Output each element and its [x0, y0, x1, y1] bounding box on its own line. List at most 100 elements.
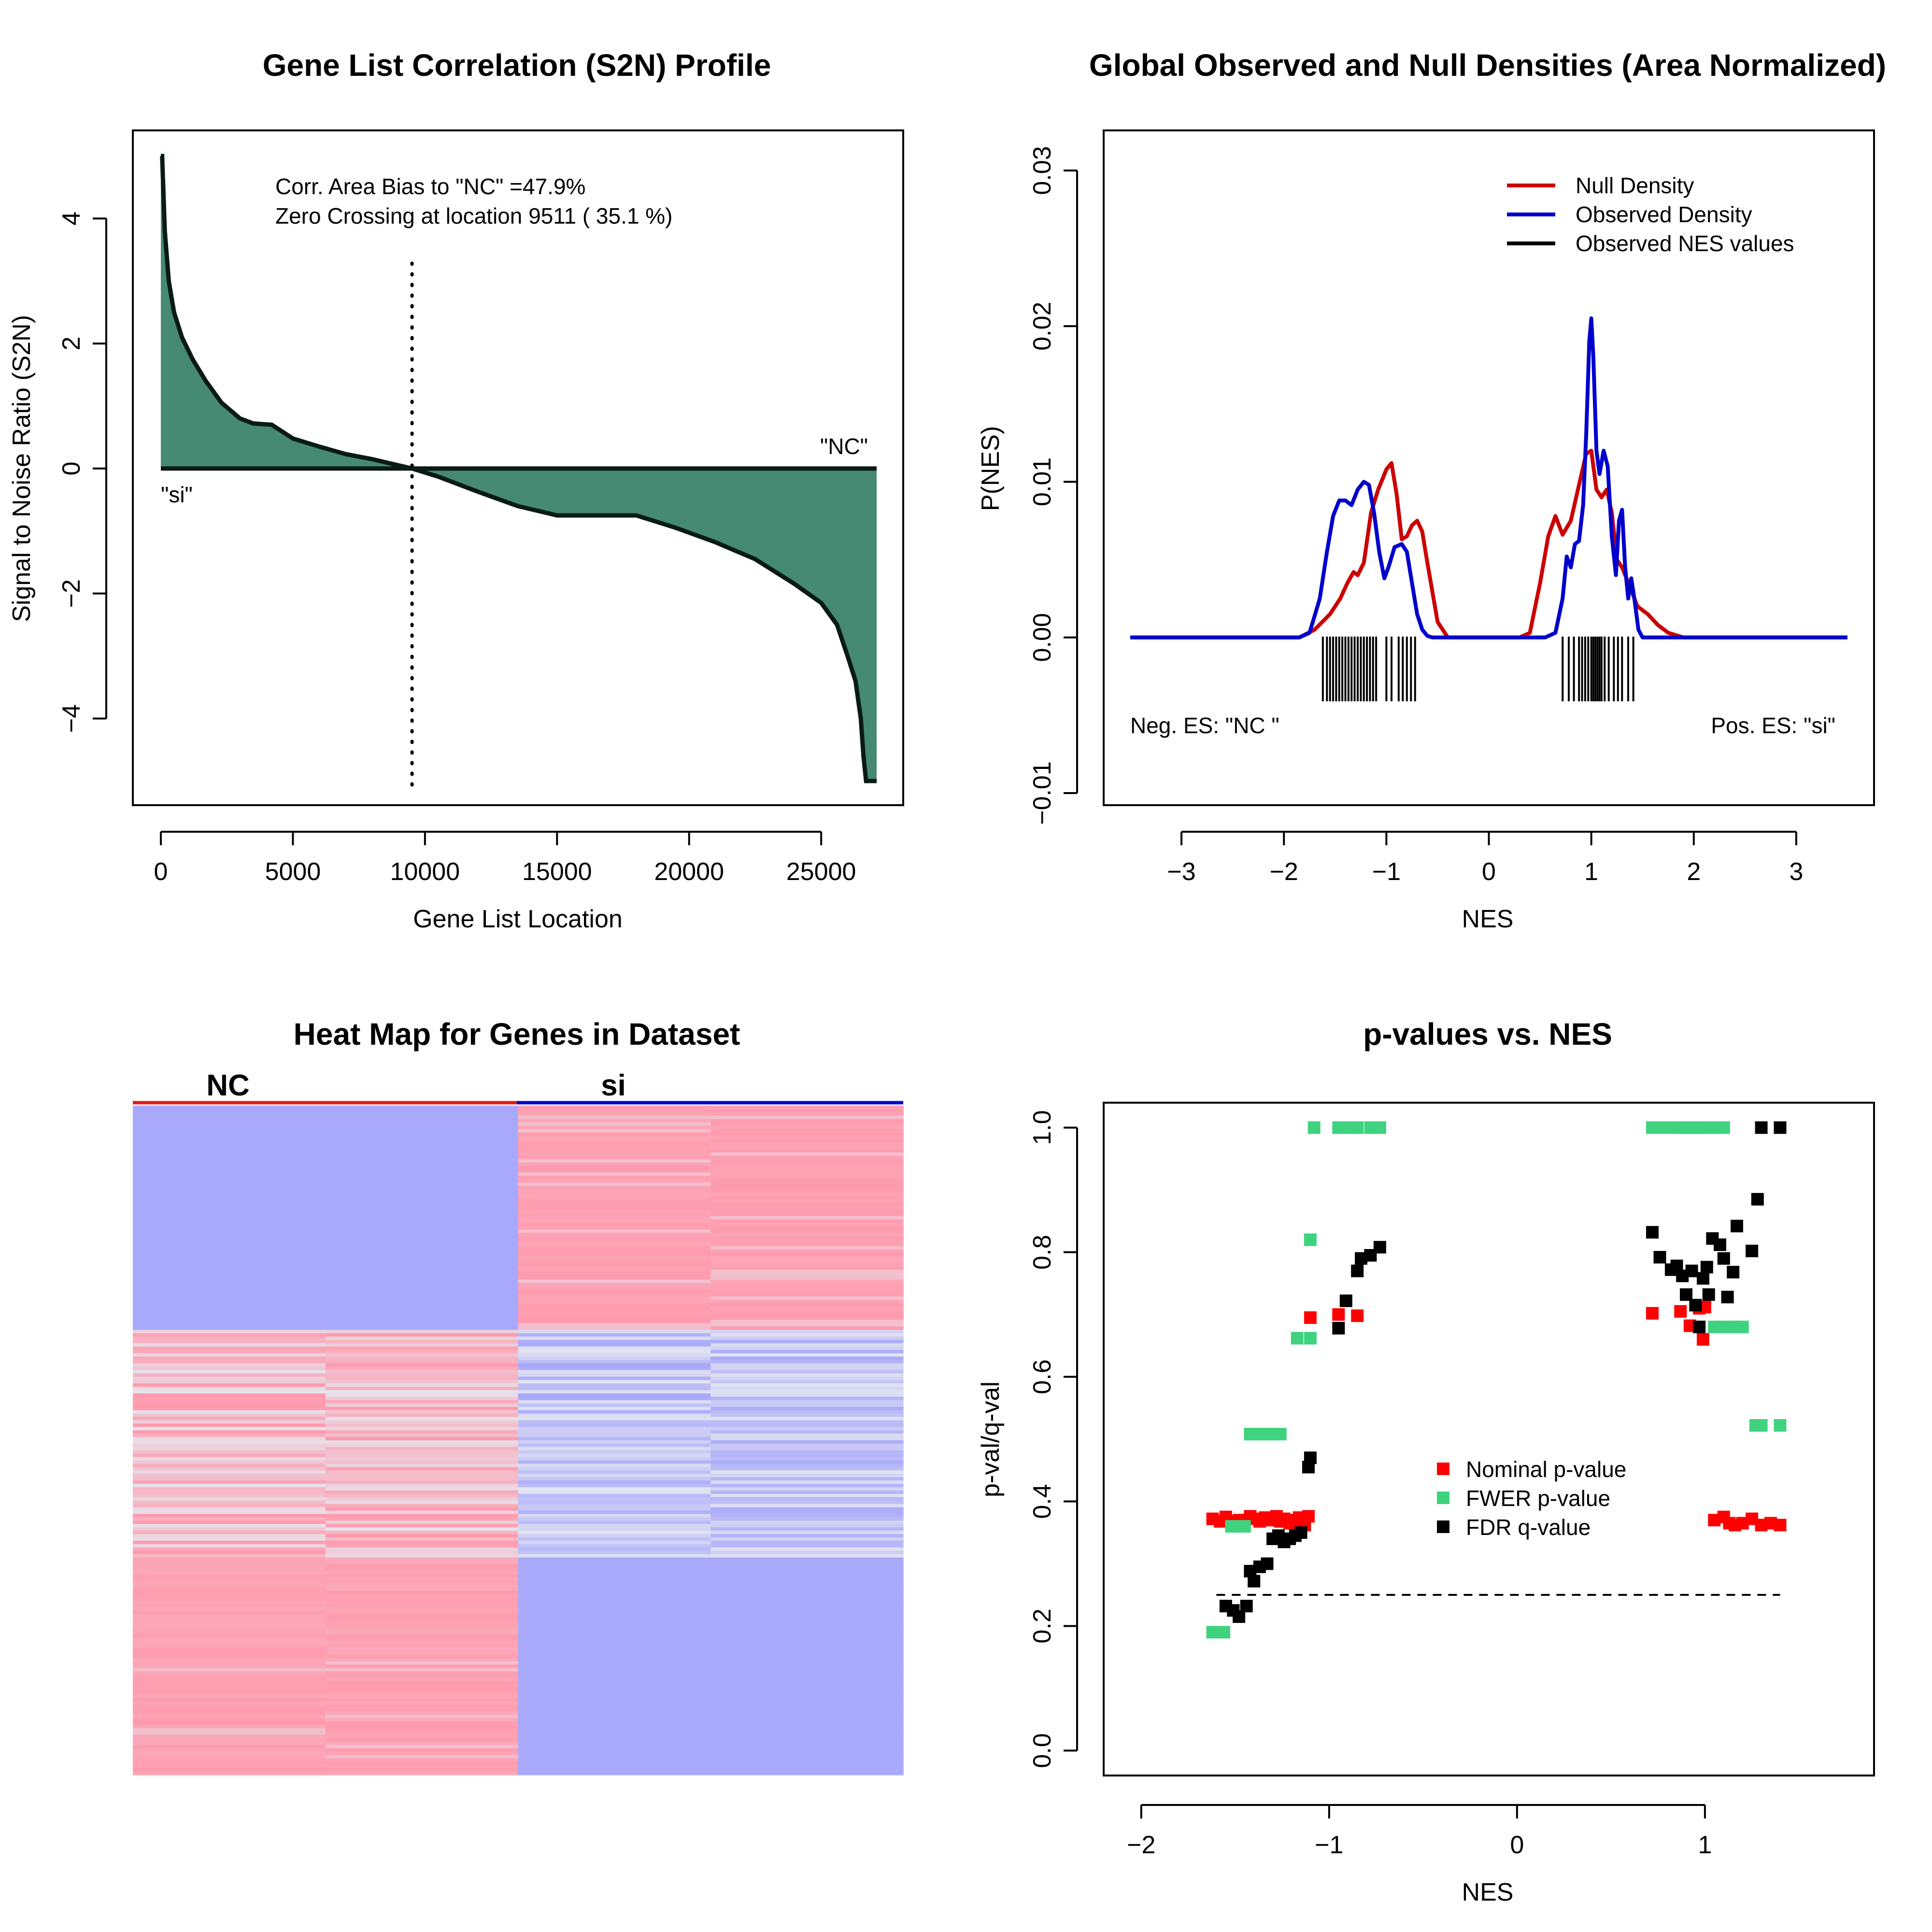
pvalue-y-axis: 0.0 0.2 0.4 0.6 0.8 1.0	[1028, 1110, 1078, 1768]
heatmap-cell	[518, 1547, 711, 1551]
heatmap-cell	[710, 1186, 904, 1190]
heatmap-cell	[710, 1487, 904, 1491]
heatmap-cell	[133, 1751, 326, 1756]
heatmap-cell	[133, 1470, 326, 1474]
heatmap-cell	[518, 1493, 711, 1498]
heatmap-cell	[518, 1467, 711, 1471]
fwer-pvalue-point	[1717, 1121, 1730, 1134]
heatmap-cell	[518, 1417, 711, 1421]
heatmap-cell	[325, 1266, 519, 1270]
heatmap-cell	[133, 1430, 326, 1434]
heatmap-cell	[133, 1711, 326, 1715]
heatmap-cell	[325, 1423, 519, 1427]
heatmap-cell	[325, 1772, 519, 1776]
heatmap-cell	[710, 1413, 904, 1418]
heatmap-cell	[325, 1306, 519, 1310]
fwer-pvalue-point	[1291, 1332, 1304, 1345]
heatmap-cell	[518, 1507, 711, 1511]
heatmap-cell	[133, 1340, 326, 1344]
heatmap-cell	[133, 1176, 326, 1180]
heatmap-cell	[710, 1139, 904, 1143]
heatmap-cell	[518, 1276, 711, 1280]
heatmap-cell	[325, 1510, 519, 1515]
heatmap-cell	[710, 1406, 904, 1411]
fdr-qvalue-point	[1339, 1294, 1352, 1307]
heatmap-cell	[325, 1738, 519, 1742]
heatmap-cell	[518, 1115, 711, 1120]
heatmap-cell	[710, 1547, 904, 1551]
heatmap-cell	[133, 1601, 326, 1605]
heatmap-cell	[518, 1520, 711, 1524]
heatmap-cell	[518, 1751, 711, 1756]
heatmap-cell	[710, 1728, 904, 1732]
heatmap-cell	[518, 1457, 711, 1461]
heatmap-cell	[325, 1584, 519, 1588]
heatmap-cell	[518, 1631, 711, 1635]
pvalue-chart-title: p-values vs. NES	[1363, 1017, 1612, 1051]
heatmap-cell	[325, 1252, 519, 1257]
zero-crossing-note: Zero Crossing at location 9511 ( 35.1 %)	[275, 203, 672, 228]
s2n-x-axis: 0 5000 10000 15000 20000 25000	[154, 831, 856, 886]
heatmap-cell	[518, 1691, 711, 1695]
heatmap-cell	[133, 1350, 326, 1354]
heatmap-cell	[133, 1172, 326, 1177]
heatmap-cell	[518, 1544, 711, 1548]
heatmap-cell	[325, 1571, 519, 1575]
heatmap-cell	[710, 1252, 904, 1257]
heatmap-cell	[133, 1434, 326, 1437]
heatmap-cell	[518, 1142, 711, 1146]
heatmap-cell	[518, 1146, 711, 1150]
heatmap-cell	[710, 1520, 904, 1524]
heatmap-cell	[133, 1507, 326, 1511]
heatmap-cell	[710, 1182, 904, 1186]
heatmap-cell	[518, 1393, 711, 1397]
heatmap-cell	[133, 1256, 326, 1260]
heatmap-cell	[518, 1299, 711, 1304]
heatmap-cell	[518, 1366, 711, 1371]
density-x-axis-label: NES	[1462, 905, 1514, 933]
heatmap-cell	[325, 1597, 519, 1602]
heatmap-cell	[325, 1206, 519, 1210]
pvalue-x-tick-label: 1	[1698, 1831, 1712, 1859]
heatmap-cell	[710, 1106, 904, 1109]
nominal-pvalue-point	[1674, 1305, 1687, 1318]
heatmap-cell	[710, 1614, 904, 1618]
heatmap-cell	[133, 1675, 326, 1678]
fwer-pvalue-point	[1304, 1332, 1317, 1345]
fdr-qvalue-point	[1731, 1220, 1743, 1233]
heatmap-cell	[325, 1698, 519, 1702]
heatmap-cell	[710, 1678, 904, 1682]
heatmap-cell	[133, 1152, 326, 1156]
heatmap-cell	[133, 1557, 326, 1562]
fdr-qvalue-point	[1373, 1241, 1386, 1254]
heatmap-cell	[518, 1222, 711, 1227]
heatmap-cell	[518, 1320, 711, 1324]
s2n-x-tick-label: 0	[154, 858, 168, 886]
heatmap-cell	[325, 1554, 519, 1558]
nominal-pvalue-point	[1697, 1333, 1709, 1346]
heatmap-cell	[133, 1762, 326, 1765]
heatmap-cell	[518, 1330, 711, 1334]
heatmap-cell	[133, 1758, 326, 1762]
heatmap-cell	[710, 1356, 904, 1361]
heatmap-cell	[325, 1165, 519, 1170]
heatmap-cell	[518, 1209, 711, 1213]
heatmap-cell	[710, 1427, 904, 1431]
heatmap-group-si: si	[601, 1069, 626, 1102]
heatmap-cell	[325, 1410, 519, 1414]
heatmap-cell	[325, 1493, 519, 1498]
heatmap-cell	[325, 1624, 519, 1628]
heatmap-cell	[710, 1400, 904, 1404]
heatmap-cell	[710, 1263, 904, 1267]
heatmap-cell	[710, 1136, 904, 1139]
s2n-x-tick-label: 5000	[265, 858, 321, 886]
heatmap-cell	[710, 1393, 904, 1397]
heatmap-cell	[518, 1406, 711, 1411]
heatmap-cell	[133, 1326, 326, 1330]
heatmap-cell	[325, 1396, 519, 1401]
heatmap-cell	[325, 1380, 519, 1384]
heatmap-cell	[133, 1618, 326, 1621]
heatmap-cell	[133, 1182, 326, 1186]
heatmap-cell	[710, 1772, 904, 1776]
heatmap-cell	[518, 1383, 711, 1387]
